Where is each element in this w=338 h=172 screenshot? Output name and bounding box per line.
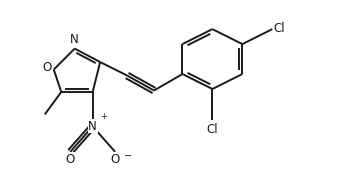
- Text: O: O: [111, 153, 120, 166]
- Text: +: +: [100, 112, 107, 121]
- Text: N: N: [70, 34, 79, 46]
- Text: Cl: Cl: [273, 22, 285, 35]
- Text: −: −: [123, 151, 131, 161]
- Text: Cl: Cl: [207, 123, 218, 136]
- Text: O: O: [65, 153, 74, 166]
- Text: N: N: [88, 120, 97, 133]
- Text: O: O: [42, 61, 52, 74]
